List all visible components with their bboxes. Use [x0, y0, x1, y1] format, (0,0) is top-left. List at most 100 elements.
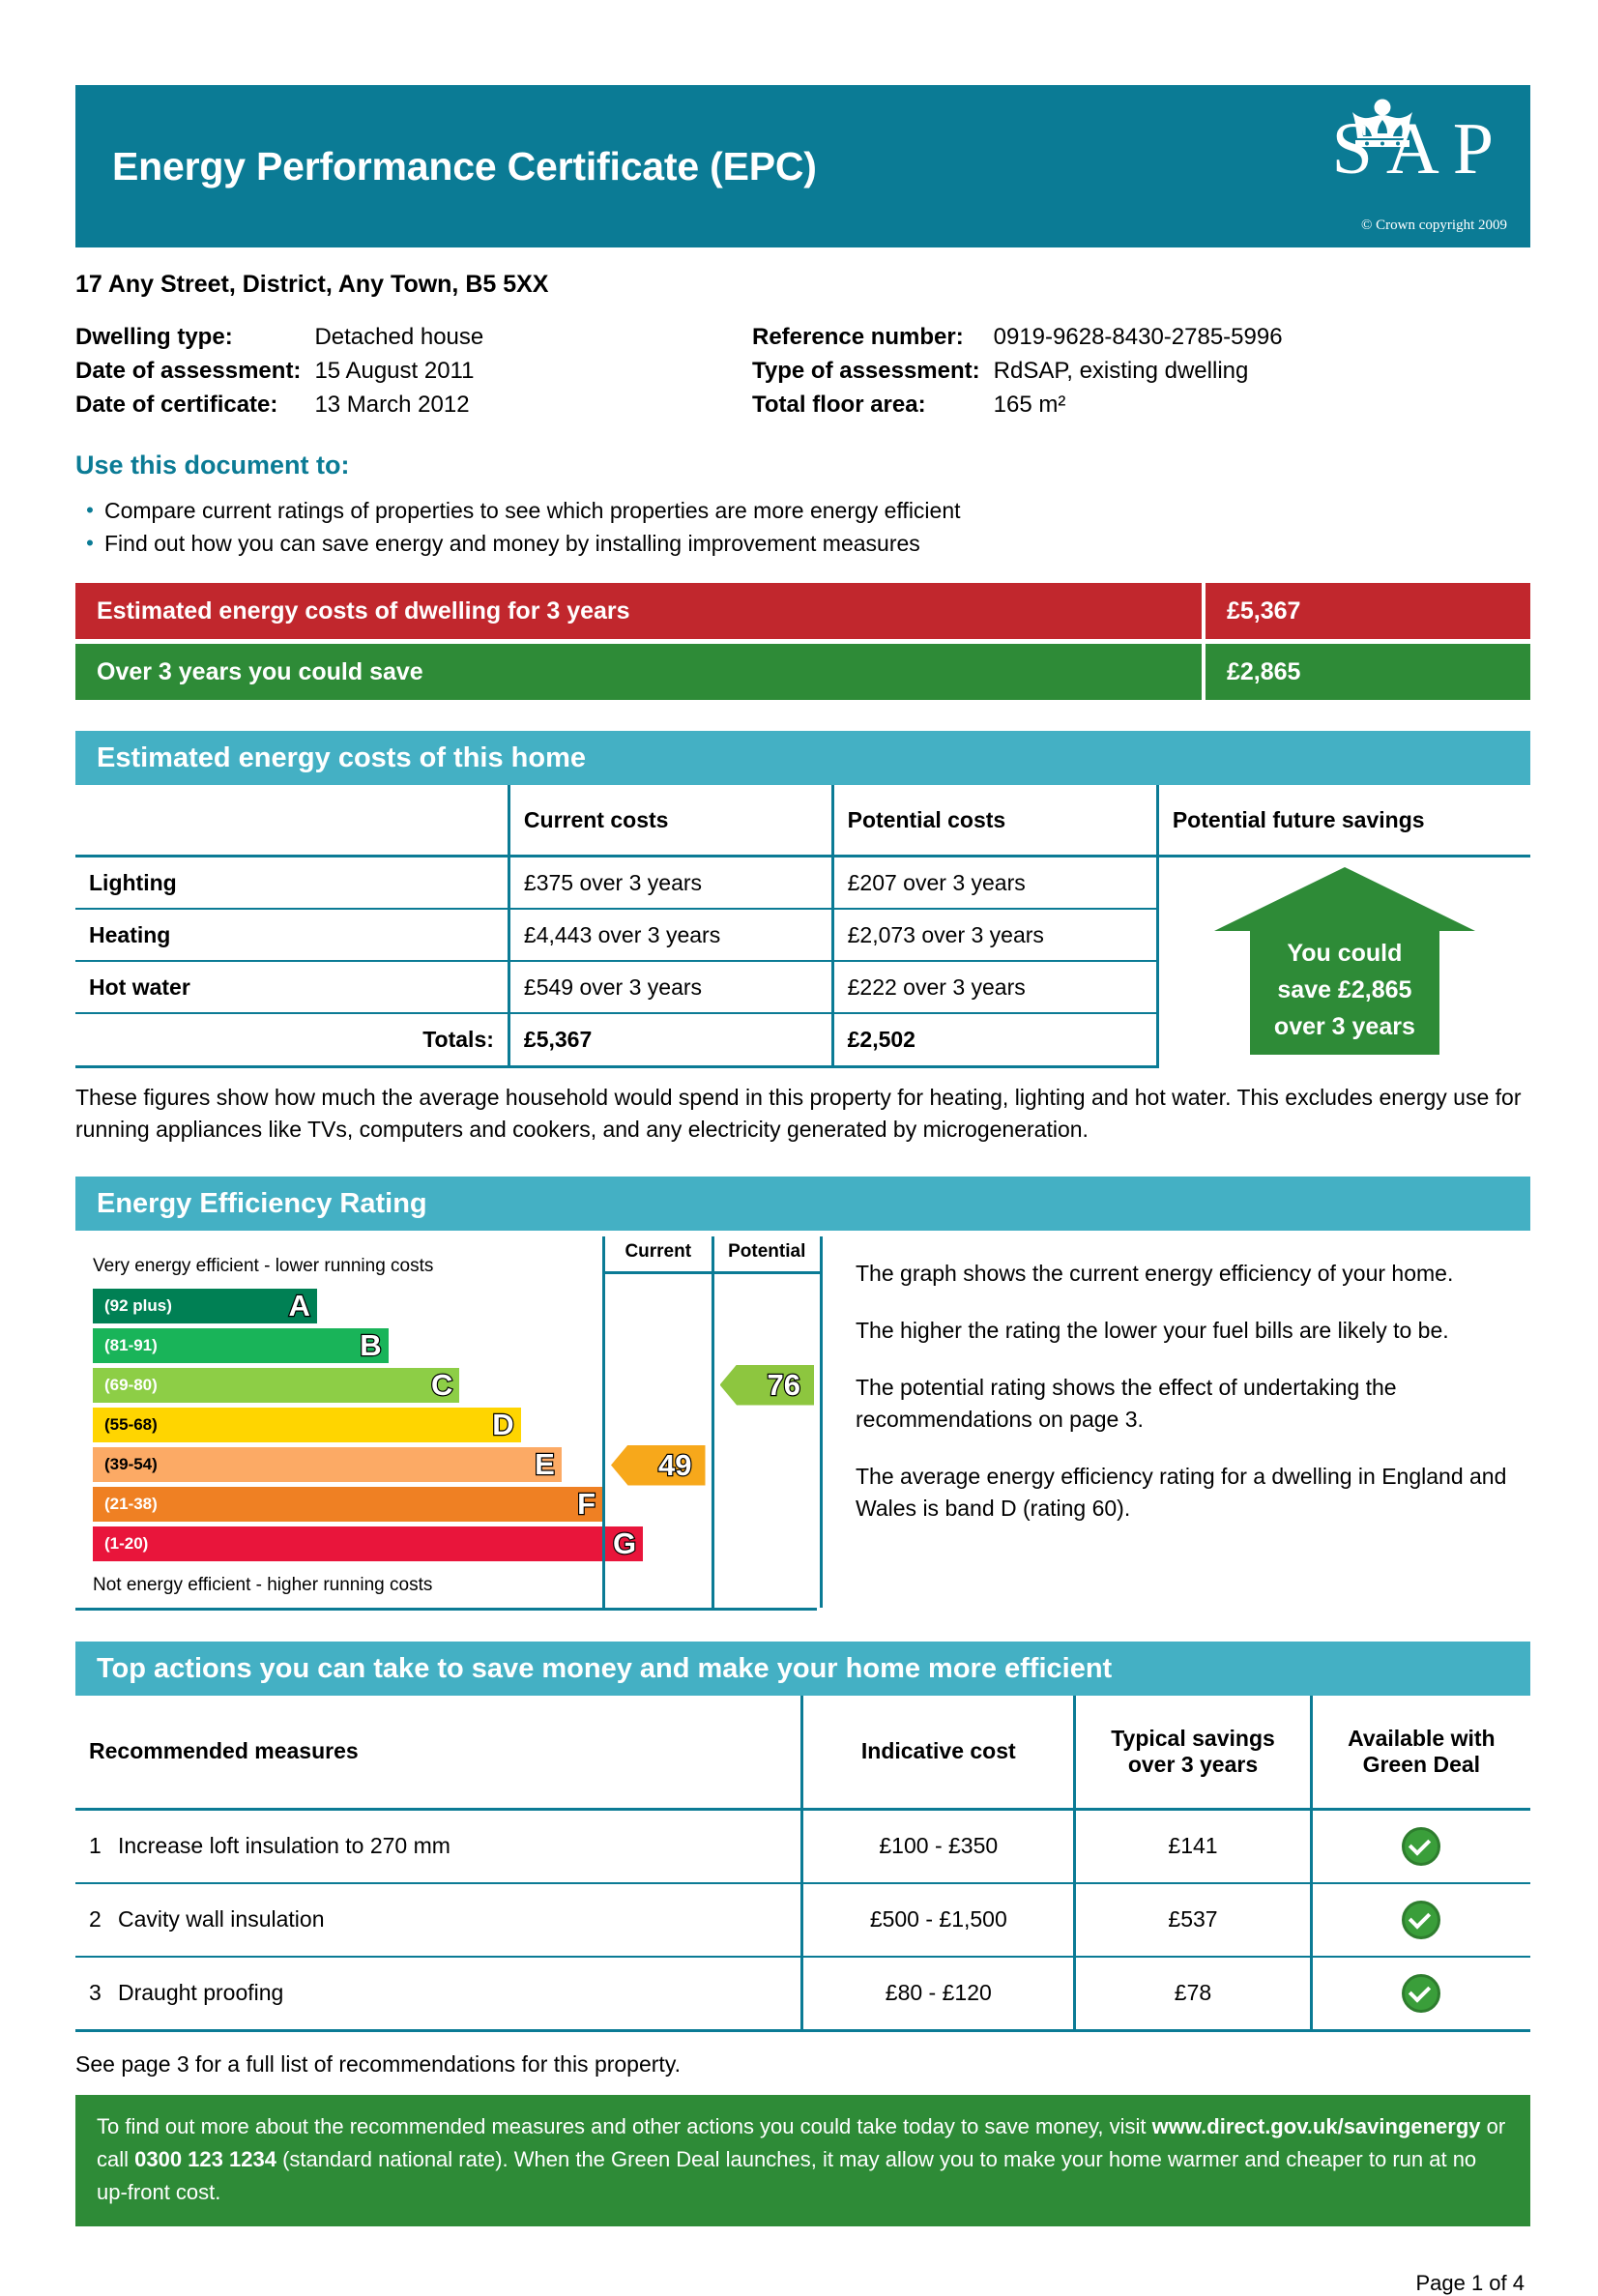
property-address: 17 Any Street, District, Any Town, B5 5X…: [75, 271, 549, 298]
costs-col-savings: Potential future savings: [1155, 785, 1530, 857]
use-document-bullet-2: Find out how you can save energy and mon…: [104, 531, 920, 556]
band-b-letter: B: [359, 1326, 383, 1362]
totals-potential: £2,502: [830, 1013, 1158, 1068]
date-of-assessment-value: 15 August 2011: [314, 358, 475, 384]
band-g-range: (1-20): [104, 1533, 149, 1553]
total-floor-area-label: Total floor area:: [752, 392, 926, 418]
rec-col-green-deal: Available with Green Deal: [1309, 1695, 1530, 1811]
section-header-top-actions: Top actions you can take to save money a…: [75, 1641, 1530, 1696]
rec-cost-1: £100 - £350: [800, 1809, 1075, 1884]
table-row: Heating £4,443 over 3 years £2,073 over …: [75, 909, 1530, 963]
rec-measure-1: 1 Increase loft insulation to 270 mm: [75, 1809, 802, 1884]
house-body: You could save £2,865 over 3 years: [1249, 929, 1439, 1055]
rec-green-deal-3: [1309, 1956, 1530, 2032]
potential-rating-value: 76: [766, 1366, 801, 1402]
band-c: (69-80) C: [93, 1366, 460, 1403]
rec-col-savings-line2: over 3 years: [1127, 1751, 1259, 1777]
rec-savings-3: £78: [1073, 1956, 1312, 2032]
cost-potential-lighting: £207 over 3 years: [830, 856, 1158, 911]
table-row: Lighting £375 over 3 years £207 over 3 y…: [75, 856, 1530, 1066]
band-c-letter: C: [430, 1366, 454, 1402]
cost-row-label-heating: Heating: [75, 909, 509, 963]
rec-green-deal-1: [1309, 1809, 1530, 1884]
band-e-range: (39-54): [104, 1454, 158, 1473]
rec-col-cost: Indicative cost: [800, 1695, 1075, 1811]
rec-green-deal-2: [1309, 1882, 1530, 1958]
rec-measure-2: 2 Cavity wall insulation: [75, 1882, 802, 1958]
band-b-range: (81-91): [104, 1335, 158, 1354]
potential-saving-value: £2,865: [1202, 644, 1530, 700]
house-line-2: save £2,865: [1277, 976, 1412, 1003]
band-b: (81-91) B: [93, 1326, 389, 1363]
estimated-cost-value: £5,367: [1202, 583, 1530, 639]
eer-current-header: Current: [605, 1236, 712, 1274]
table-totals-row: Totals: £5,367 £2,502: [75, 1013, 1530, 1068]
dwelling-type-label: Dwelling type:: [75, 324, 233, 350]
cost-potential-heating: £2,073 over 3 years: [830, 909, 1158, 963]
green-deal-info-box: To find out more about the recommended m…: [75, 2094, 1530, 2226]
band-a: (92 plus) A: [93, 1287, 317, 1323]
band-a-range: (92 plus): [104, 1295, 172, 1315]
check-circle-icon: [1402, 1826, 1441, 1866]
costs-note: These figures show how much the average …: [75, 1084, 1522, 1142]
eer-current-column: Current 49: [605, 1236, 712, 1608]
potential-rating-marker: 76: [719, 1364, 814, 1406]
property-details-left: Dwelling type: Date of assessment: Date …: [75, 320, 752, 421]
table-row: Hot water £549 over 3 years £222 over 3 …: [75, 961, 1530, 1015]
house-line-1: You could: [1287, 940, 1403, 967]
property-details: Dwelling type: Date of assessment: Date …: [75, 320, 1530, 421]
rec-cost-3: £80 - £120: [800, 1956, 1075, 2032]
rec-measure-text-1: Increase loft insulation to 270 mm: [118, 1833, 450, 1858]
rec-savings-1: £141: [1073, 1809, 1312, 1884]
costs-col-current: Current costs: [507, 785, 833, 857]
rec-measure-text-2: Cavity wall insulation: [118, 1906, 325, 1932]
rec-measure-3: 3 Draught proofing: [75, 1956, 802, 2032]
band-e: (39-54) E: [93, 1445, 562, 1482]
band-f-letter: F: [576, 1485, 596, 1521]
band-g: (1-20) G: [93, 1525, 644, 1561]
band-d: (55-68) D: [93, 1406, 521, 1442]
green-box-part3: (standard national rate). When the Green…: [97, 2146, 1477, 2204]
page-title: Energy Performance Certificate (EPC): [112, 143, 817, 189]
check-circle-icon: [1402, 1973, 1441, 2013]
green-deal-website-link[interactable]: www.direct.gov.uk/savingenergy: [1151, 2113, 1481, 2138]
estimated-cost-bar: Estimated energy costs of dwelling for 3…: [75, 583, 1530, 639]
rec-col-green-deal-line1: Available with: [1348, 1725, 1496, 1751]
cost-current-lighting: £375 over 3 years: [507, 856, 833, 911]
potential-saving-label: Over 3 years you could save: [97, 657, 423, 685]
energy-costs-table: Current costs Potential costs Potential …: [75, 785, 1530, 1068]
cost-summary: Estimated energy costs of dwelling for 3…: [75, 583, 1530, 700]
energy-efficiency-rating-chart: Very energy efficient - lower running co…: [75, 1235, 1530, 1608]
potential-saving-bar: Over 3 years you could save £2,865: [75, 644, 1530, 700]
table-header-row: Recommended measures Indicative cost Typ…: [75, 1695, 1530, 1811]
property-details-right: Reference number: Type of assessment: To…: [752, 320, 1283, 421]
eer-potential-column: Potential 76: [711, 1235, 820, 1608]
eer-paragraph-1: The graph shows the current energy effic…: [856, 1260, 1454, 1286]
eer-paragraph-2: The higher the rating the lower your fue…: [856, 1317, 1449, 1343]
table-row: 2 Cavity wall insulation £500 - £1,500 £5…: [75, 1882, 1530, 1958]
rec-cost-2: £500 - £1,500: [800, 1882, 1075, 1958]
table-header-row: Current costs Potential costs Potential …: [75, 785, 1530, 857]
house-shape-icon: You could save £2,865 over 3 years: [1173, 867, 1517, 1057]
date-of-assessment-label: Date of assessment:: [75, 358, 302, 384]
rec-col-green-deal-line2: Green Deal: [1362, 1751, 1481, 1777]
eer-explanation: The graph shows the current energy effic…: [823, 1236, 1530, 1608]
rec-number-3: 3: [89, 1980, 102, 2005]
house-line-3: over 3 years: [1273, 1013, 1415, 1040]
costs-col-potential: Potential costs: [830, 785, 1158, 857]
dwelling-type-value: Detached house: [314, 324, 484, 350]
potential-savings-house: You could save £2,865 over 3 years: [1155, 856, 1530, 1066]
band-a-letter: A: [287, 1287, 311, 1322]
sap-logo-letters: SAP: [1331, 108, 1507, 189]
rec-col-savings-line1: Typical savings: [1111, 1725, 1275, 1751]
band-e-letter: E: [534, 1445, 556, 1481]
current-rating-value: 49: [657, 1446, 693, 1482]
crown-copyright-text: © Crown copyright 2009: [1361, 218, 1507, 233]
see-page-note: See page 3 for a full list of recommenda…: [75, 2050, 681, 2077]
cost-potential-hot-water: £222 over 3 years: [830, 961, 1158, 1015]
list-item: • Compare current ratings of properties …: [75, 494, 1530, 527]
rec-measure-text-3: Draught proofing: [118, 1980, 284, 2005]
bullet-icon: •: [86, 531, 94, 555]
rec-number-2: 2: [89, 1906, 102, 1932]
eer-bottom-divider: [75, 1607, 817, 1611]
